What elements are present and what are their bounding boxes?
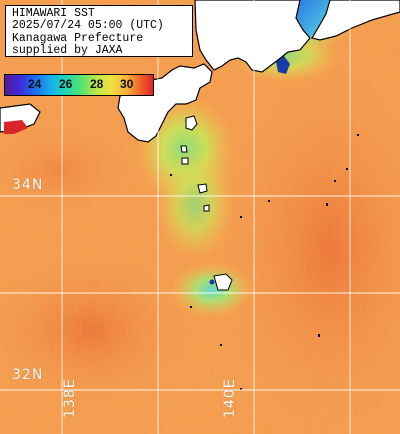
- missing-data-pixels: [170, 134, 359, 390]
- island-hachijo: [213, 273, 233, 291]
- island-mikura: [203, 204, 210, 212]
- colorbar-tick-30: 30: [120, 77, 134, 91]
- lat-label-32n: 32N: [12, 367, 44, 383]
- sagami-bay-cold-spot: [276, 56, 290, 74]
- island-oshima: [185, 115, 198, 131]
- island-niijima: [181, 157, 189, 165]
- colorbar-tick-28: 28: [90, 77, 104, 91]
- colorbar-tick-24: 24: [28, 77, 42, 91]
- title-line-credit: supplied by JAXA: [12, 44, 123, 58]
- island-miyake: [197, 183, 208, 194]
- hot-spot-west: [4, 120, 28, 134]
- title-line-product: HIMAWARI SST: [12, 7, 95, 20]
- land-kanagawa: [194, 0, 311, 73]
- lon-label-138e: 138E: [62, 378, 78, 418]
- lat-label-34n: 34N: [12, 177, 44, 193]
- lon-label-140e: 140E: [222, 378, 238, 418]
- colorbar-tick-26: 26: [59, 77, 73, 91]
- title-line-region: Kanagawa Prefecture: [12, 31, 144, 45]
- title-line-datetime: 2025/07/24 05:00 (UTC): [12, 19, 164, 33]
- cold-spot-hachijo: [209, 279, 215, 285]
- temperature-colorbar: 24 26 28 30: [4, 74, 154, 96]
- island-toshima: [180, 145, 188, 153]
- title-box: HIMAWARI SST 2025/07/24 05:00 (UTC) Kana…: [5, 5, 193, 57]
- land-boso-peninsula: [311, 0, 400, 41]
- tokyo-bay: [296, 0, 330, 38]
- land-izu-peninsula: [117, 63, 213, 143]
